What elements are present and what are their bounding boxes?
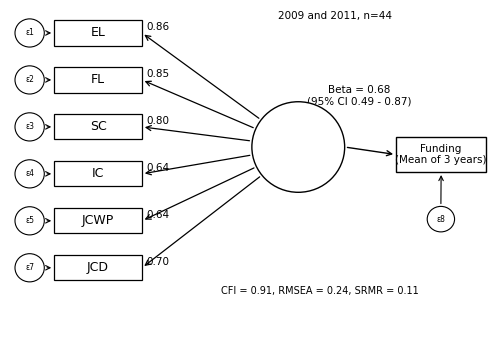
Text: CFI = 0.91, RMSEA = 0.24, SRMR = 0.11: CFI = 0.91, RMSEA = 0.24, SRMR = 0.11 [222,286,419,296]
Ellipse shape [15,113,44,141]
Text: ε8: ε8 [436,214,446,224]
Text: Beta = 0.68
(95% CI 0.49 - 0.87): Beta = 0.68 (95% CI 0.49 - 0.87) [307,85,412,106]
Ellipse shape [15,160,44,188]
Text: ε4: ε4 [25,169,34,178]
Text: 0.80: 0.80 [147,116,170,126]
Text: ε7: ε7 [25,263,34,272]
Text: ε2: ε2 [25,75,34,85]
FancyBboxPatch shape [54,20,142,46]
Text: SC: SC [90,120,106,133]
Ellipse shape [15,19,44,47]
FancyBboxPatch shape [54,208,142,233]
Text: 0.85: 0.85 [147,69,170,79]
Text: Environment: Environment [265,142,332,152]
Text: 0.64: 0.64 [147,210,170,220]
Text: 2009 and 2011, n=44: 2009 and 2011, n=44 [278,11,392,21]
Ellipse shape [15,66,44,94]
Text: 0.70: 0.70 [147,257,170,267]
Text: JCWP: JCWP [82,214,114,227]
Ellipse shape [15,207,44,235]
FancyBboxPatch shape [396,137,486,172]
Text: ε5: ε5 [25,216,34,225]
Text: 0.86: 0.86 [147,22,170,32]
Text: JCD: JCD [87,261,109,274]
Text: IC: IC [92,167,104,180]
Text: ε1: ε1 [25,28,34,38]
FancyBboxPatch shape [54,114,142,139]
Text: FL: FL [91,73,105,86]
FancyBboxPatch shape [54,255,142,280]
Ellipse shape [252,102,344,192]
Ellipse shape [427,206,454,232]
Text: ε3: ε3 [25,122,34,131]
Ellipse shape [15,254,44,282]
Text: 0.64: 0.64 [147,163,170,173]
Text: Funding
(Mean of 3 years): Funding (Mean of 3 years) [396,144,487,165]
FancyBboxPatch shape [54,68,142,92]
FancyBboxPatch shape [54,161,142,187]
Text: EL: EL [90,27,106,40]
